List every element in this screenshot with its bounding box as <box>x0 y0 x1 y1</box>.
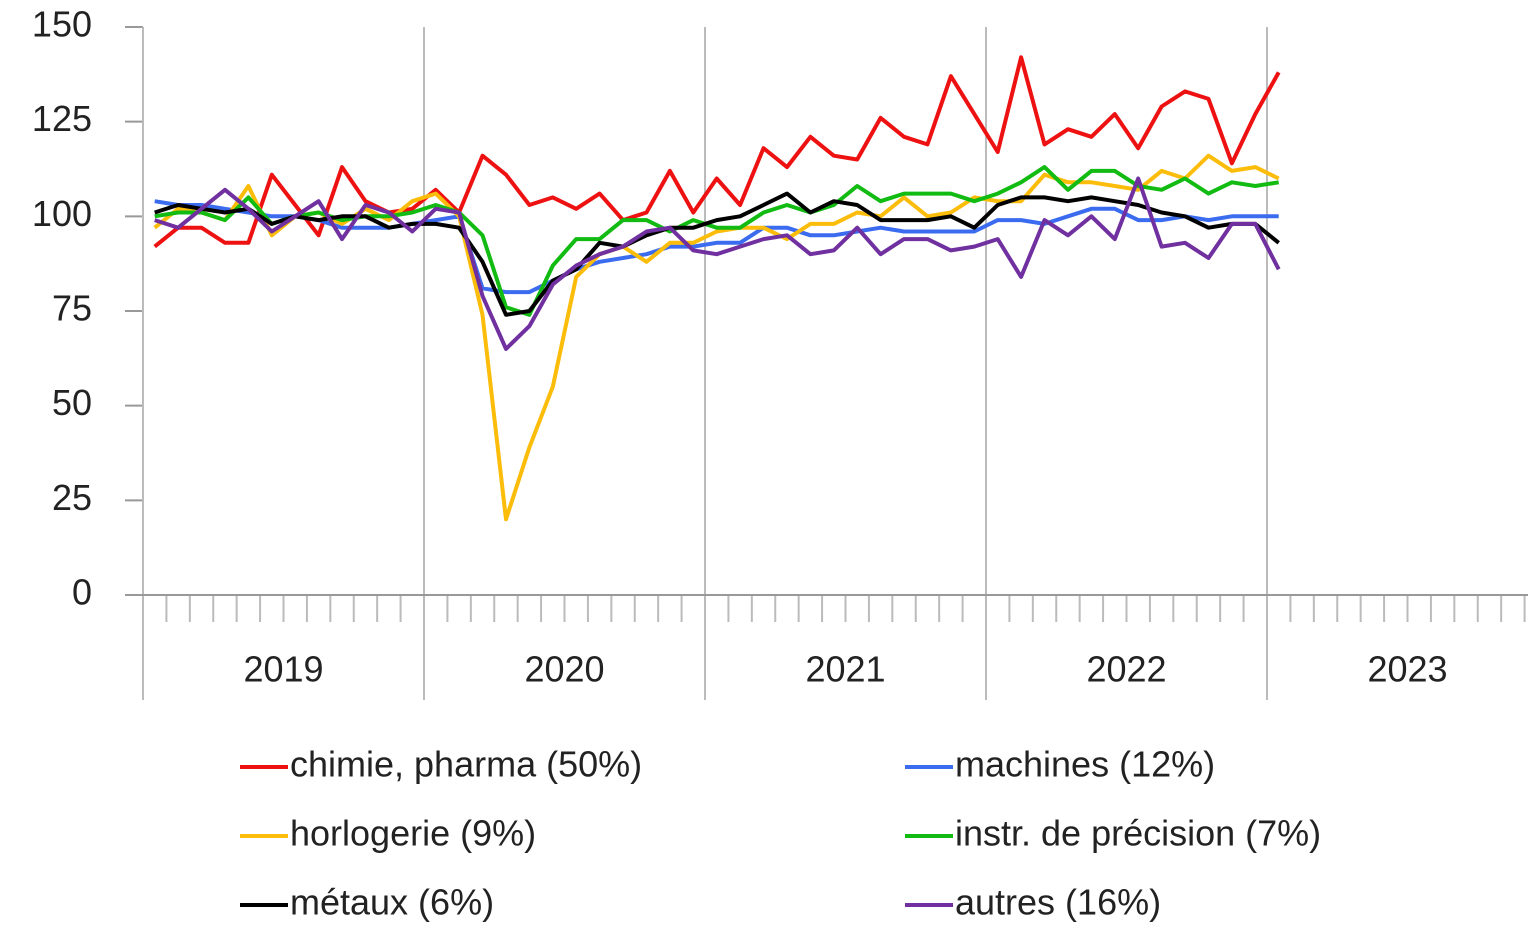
y-tick-label: 50 <box>52 382 92 423</box>
y-tick-label: 100 <box>32 193 92 234</box>
x-group-label: 2022 <box>1086 649 1166 690</box>
legend-label: métaux (6%) <box>290 882 494 923</box>
series-line <box>154 165 1280 317</box>
x-group-label: 2023 <box>1367 649 1447 690</box>
legend-label: chimie, pharma (50%) <box>290 744 642 785</box>
series-line <box>153 153 1280 522</box>
y-tick-label: 25 <box>52 477 92 518</box>
series-line <box>154 176 1281 351</box>
legend-label: horlogerie (9%) <box>290 813 536 854</box>
legend-label: machines (12%) <box>955 744 1215 785</box>
y-tick-label: 0 <box>72 572 92 613</box>
legend-label: autres (16%) <box>955 882 1161 923</box>
series-line <box>153 55 1281 249</box>
legend-label: instr. de précision (7%) <box>955 813 1321 854</box>
series-line <box>154 199 1279 295</box>
x-group-label: 2019 <box>243 649 323 690</box>
x-group-label: 2021 <box>805 649 885 690</box>
y-tick-label: 150 <box>32 4 92 45</box>
x-group-label: 2020 <box>524 649 604 690</box>
series-line <box>154 191 1280 317</box>
y-tick-label: 125 <box>32 98 92 139</box>
y-tick-label: 75 <box>52 288 92 329</box>
